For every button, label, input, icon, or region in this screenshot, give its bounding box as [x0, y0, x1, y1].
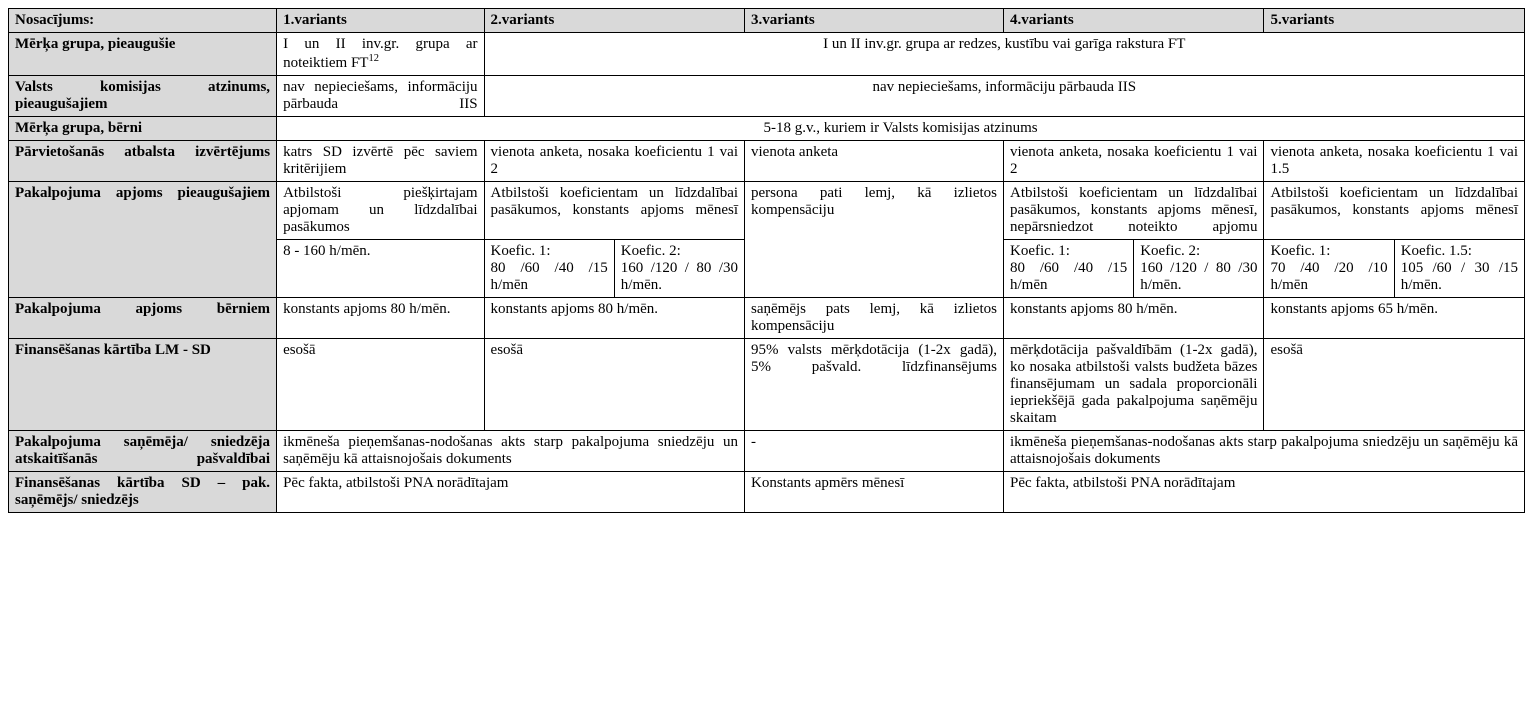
- cell-r7-v2: esošā: [484, 339, 744, 431]
- row-merka-grupa-pieaugusie: Mērķa grupa, pieaugušie I un II inv.gr. …: [9, 33, 1525, 76]
- footnote-ref: 12: [368, 53, 379, 64]
- col-header-nosacijums: Nosacījums:: [9, 9, 277, 33]
- row-label: Valsts komisijas atzinums, pieaugušajiem: [9, 76, 277, 117]
- col-header-v1: 1.variants: [277, 9, 484, 33]
- cell-r1-merged: I un II inv.gr. grupa ar redzes, kustību…: [484, 33, 1524, 76]
- cell-r8-v3: -: [745, 431, 1004, 472]
- row-label: Pārvietošanās atbalsta izvērtējums: [9, 141, 277, 182]
- col-header-v2: 2.variants: [484, 9, 744, 33]
- row-label: Pakalpojuma apjoms pieaugušajiem: [9, 182, 277, 298]
- comparison-table: Nosacījums: 1.variants 2.variants 3.vari…: [8, 8, 1525, 513]
- col-header-v5: 5.variants: [1264, 9, 1525, 33]
- cell-r6-v1: konstants apjoms 80 h/mēn.: [277, 298, 484, 339]
- cell-r4-v5: vienota anketa, nosaka koeficientu 1 vai…: [1264, 141, 1525, 182]
- cell-r2-v1: nav nepieciešams, informāciju pārbauda I…: [277, 76, 484, 117]
- row-label: Finansēšanas kārtība LM - SD: [9, 339, 277, 431]
- cell-r5b-v5b: Koefic. 1.5: 105 /60 / 30 /15 h/mēn.: [1394, 240, 1524, 298]
- col-header-v4: 4.variants: [1003, 9, 1263, 33]
- row-label: Pakalpojuma saņēmēja/ sniedzēja atskaitī…: [9, 431, 277, 472]
- cell-r6-v4: konstants apjoms 80 h/mēn.: [1003, 298, 1263, 339]
- cell-r5-v1: Atbilstoši piešķirtajam apjomam un līdzd…: [277, 182, 484, 240]
- cell-r3-merged: 5-18 g.v., kuriem ir Valsts komisijas at…: [277, 117, 1525, 141]
- cell-r8-m2: ikmēneša pieņemšanas-nodošanas akts star…: [1003, 431, 1524, 472]
- row-merka-grupa-berni: Mērķa grupa, bērni 5-18 g.v., kuriem ir …: [9, 117, 1525, 141]
- row-parvietosanas-atbalsta: Pārvietošanās atbalsta izvērtējums katrs…: [9, 141, 1525, 182]
- cell-r4-v3: vienota anketa: [745, 141, 1004, 182]
- cell-r7-v4: mērķdotācija pašvaldībām (1-2x gadā), ko…: [1003, 339, 1263, 431]
- cell-r9-m2: Pēc fakta, atbilstoši PNA norādītajam: [1003, 472, 1524, 513]
- row-atskaititsanas-pasvaldibai: Pakalpojuma saņēmēja/ sniedzēja atskaitī…: [9, 431, 1525, 472]
- cell-r8-m1: ikmēneša pieņemšanas-nodošanas akts star…: [277, 431, 745, 472]
- cell-r9-v3: Konstants apmērs mēnesī: [745, 472, 1004, 513]
- cell-r6-v5: konstants apjoms 65 h/mēn.: [1264, 298, 1525, 339]
- cell-r5-v2: Atbilstoši koeficientam un līdzdalībai p…: [484, 182, 744, 240]
- cell-r5b-v5a: Koefic. 1: 70 /40 /20 /10 h/mēn: [1264, 240, 1394, 298]
- cell-r9-m1: Pēc fakta, atbilstoši PNA norādītajam: [277, 472, 745, 513]
- cell-r4-v4: vienota anketa, nosaka koeficientu 1 vai…: [1003, 141, 1263, 182]
- table-header-row: Nosacījums: 1.variants 2.variants 3.vari…: [9, 9, 1525, 33]
- cell-r5b-v1: 8 - 160 h/mēn.: [277, 240, 484, 298]
- cell-r2-merged: nav nepieciešams, informāciju pārbauda I…: [484, 76, 1524, 117]
- cell-r5-v5: Atbilstoši koeficientam un līdzdalībai p…: [1264, 182, 1525, 240]
- row-label: Finansēšanas kārtība SD – pak. saņēmējs/…: [9, 472, 277, 513]
- cell-r4-v1: katrs SD izvērtē pēc saviem kritērijiem: [277, 141, 484, 182]
- row-label: Mērķa grupa, bērni: [9, 117, 277, 141]
- cell-r5b-v2b: Koefic. 2: 160 /120 / 80 /30 h/mēn.: [614, 240, 744, 298]
- cell-r5-v3: persona pati lemj, kā izlietos kompensāc…: [745, 182, 1004, 298]
- row-pakalpojuma-apjoms-berniem: Pakalpojuma apjoms bērniem konstants apj…: [9, 298, 1525, 339]
- row-label: Pakalpojuma apjoms bērniem: [9, 298, 277, 339]
- cell-r6-v3: saņēmējs pats lemj, kā izlietos kompensā…: [745, 298, 1004, 339]
- row-valsts-komisijas-atzinums: Valsts komisijas atzinums, pieaugušajiem…: [9, 76, 1525, 117]
- cell-r4-v2: vienota anketa, nosaka koeficientu 1 vai…: [484, 141, 744, 182]
- cell-r7-v1: esošā: [277, 339, 484, 431]
- cell-text: I un II inv.gr. grupa ar noteiktiem FT: [283, 36, 477, 71]
- cell-r7-v5: esošā: [1264, 339, 1525, 431]
- cell-r5b-v4b: Koefic. 2: 160 /120 / 80 /30 h/mēn.: [1134, 240, 1264, 298]
- row-label: Mērķa grupa, pieaugušie: [9, 33, 277, 76]
- cell-r5b-v2a: Koefic. 1: 80 /60 /40 /15 h/mēn: [484, 240, 614, 298]
- cell-r6-v2: konstants apjoms 80 h/mēn.: [484, 298, 744, 339]
- col-header-v3: 3.variants: [745, 9, 1004, 33]
- row-pakalpojuma-apjoms-pieaugusajiem-a: Pakalpojuma apjoms pieaugušajiem Atbilst…: [9, 182, 1525, 240]
- row-finansesanas-kartiba-sd: Finansēšanas kārtība SD – pak. saņēmējs/…: [9, 472, 1525, 513]
- cell-r5b-v4a: Koefic. 1: 80 /60 /40 /15 h/mēn: [1003, 240, 1133, 298]
- cell-r1-v1: I un II inv.gr. grupa ar noteiktiem FT12: [277, 33, 484, 76]
- cell-r7-v3: 95% valsts mērķdotācija (1-2x gadā), 5% …: [745, 339, 1004, 431]
- row-finansesanas-kartiba-lm-sd: Finansēšanas kārtība LM - SD esošā esošā…: [9, 339, 1525, 431]
- cell-r5-v4: Atbilstoši koeficientam un līdzdalībai p…: [1003, 182, 1263, 240]
